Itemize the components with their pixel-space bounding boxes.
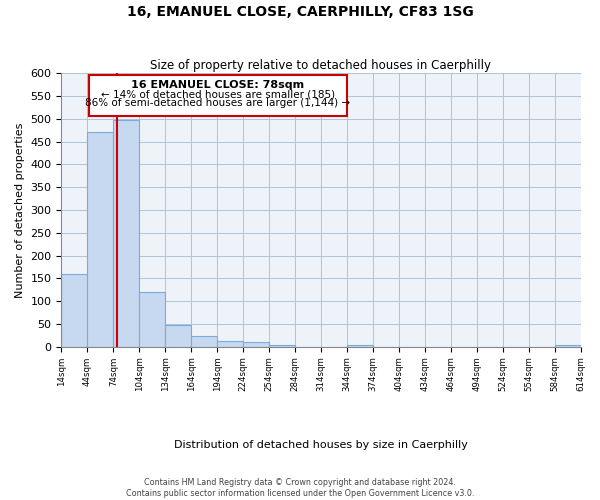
Bar — [269, 344, 295, 347]
Bar — [347, 346, 373, 347]
Text: 86% of semi-detached houses are larger (1,144) →: 86% of semi-detached houses are larger (… — [85, 98, 350, 108]
Y-axis label: Number of detached properties: Number of detached properties — [15, 122, 25, 298]
X-axis label: Distribution of detached houses by size in Caerphilly: Distribution of detached houses by size … — [174, 440, 468, 450]
Text: ← 14% of detached houses are smaller (185): ← 14% of detached houses are smaller (18… — [101, 89, 335, 99]
Bar — [243, 342, 269, 347]
Text: Contains HM Land Registry data © Crown copyright and database right 2024.
Contai: Contains HM Land Registry data © Crown c… — [126, 478, 474, 498]
Bar — [139, 292, 165, 347]
Bar — [165, 326, 191, 347]
Title: Size of property relative to detached houses in Caerphilly: Size of property relative to detached ho… — [151, 59, 491, 72]
Bar — [61, 274, 88, 347]
Text: 16 EMANUEL CLOSE: 78sqm: 16 EMANUEL CLOSE: 78sqm — [131, 80, 305, 90]
Bar — [113, 120, 139, 347]
FancyBboxPatch shape — [89, 74, 347, 116]
Bar — [88, 132, 113, 347]
Text: 16, EMANUEL CLOSE, CAERPHILLY, CF83 1SG: 16, EMANUEL CLOSE, CAERPHILLY, CF83 1SG — [127, 5, 473, 19]
Bar — [191, 336, 217, 347]
Bar — [554, 346, 581, 347]
Bar — [217, 341, 243, 347]
